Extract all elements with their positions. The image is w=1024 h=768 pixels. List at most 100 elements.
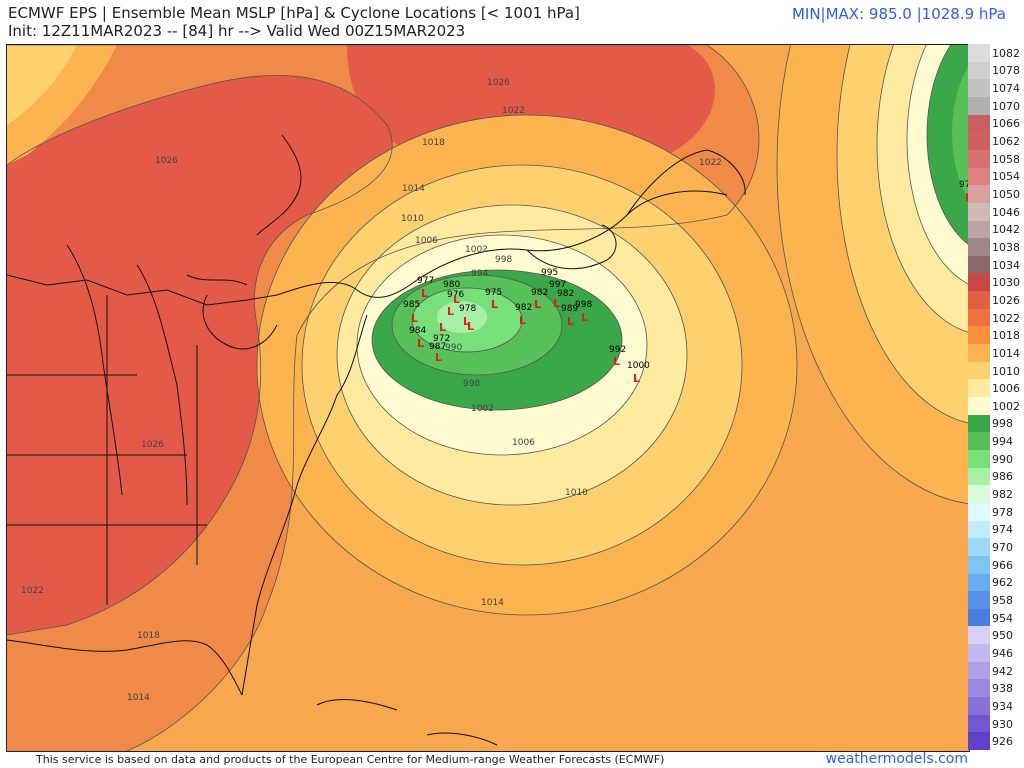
colorbar-swatch [968, 114, 990, 133]
cyclone-pressure: 984 [409, 326, 426, 336]
isobar-label: 1022 [21, 586, 44, 596]
cyclone-pressure: 992 [609, 345, 626, 355]
colorbar-label: 1042 [992, 223, 1020, 237]
pressure-colorbar: 1082 1078 1074 1070 1066 1062 1058 1054 1050 1046… [968, 44, 1024, 751]
colorbar-swatch [968, 538, 990, 557]
colorbar-swatch [968, 273, 990, 292]
colorbar-swatch [968, 149, 990, 168]
colorbar-swatch [968, 255, 990, 274]
colorbar-swatch [968, 591, 990, 610]
isobar-label: 1002 [465, 245, 488, 255]
colorbar-label: 1070 [992, 99, 1020, 113]
colorbar-swatch [968, 661, 990, 680]
isobar-label: 1018 [422, 138, 445, 148]
isobar-label-group: 1026 1022 1018 1014 1010 1006 1002 998 9… [21, 78, 722, 703]
colorbar-label: 1014 [992, 346, 1020, 360]
colorbar-swatch [968, 96, 990, 115]
isobar-label: 1006 [512, 438, 535, 448]
isobar-label: 1014 [127, 693, 150, 703]
colorbar-swatch [968, 308, 990, 327]
colorbar-label: 1030 [992, 276, 1020, 290]
colorbar-label: 930 [992, 717, 1013, 731]
chart-subtitle: Init: 12Z11MAR2023 -- [84] hr --> Valid … [8, 22, 466, 40]
isobar-lines [7, 45, 969, 751]
colorbar-label: 966 [992, 558, 1013, 572]
colorbar-label: 994 [992, 435, 1013, 449]
colorbar-swatch [968, 291, 990, 310]
colorbar-swatch [968, 608, 990, 627]
colorbar-swatch [968, 344, 990, 363]
cyclone-pressure: 989 [561, 304, 578, 314]
high-pressure-zone-1026 [7, 75, 393, 636]
pressure-map[interactable]: 1026 1022 1018 1014 1010 1006 1002 998 9… [7, 45, 969, 751]
colorbar-label: 1034 [992, 258, 1020, 272]
isobar-label: 1026 [141, 440, 164, 450]
colorbar-label: 990 [992, 452, 1013, 466]
colorbar-swatch [968, 185, 990, 204]
colorbar-label: 1046 [992, 205, 1020, 219]
colorbar-swatch [968, 44, 990, 62]
cyclone-pressure: 997 [549, 280, 566, 290]
cyclone-pressure: 982 [531, 288, 548, 298]
colorbar-label: 998 [992, 417, 1013, 431]
data-credit: This service is based on data and produc… [36, 753, 665, 766]
cyclone-pressure: 978 [459, 304, 476, 314]
colorbar-label: 938 [992, 682, 1013, 696]
isobar-label: 1002 [471, 404, 494, 414]
cyclone-pressure: 973 [959, 180, 969, 190]
colorbar-label: 946 [992, 646, 1013, 660]
cyclone-pressure: 1000 [627, 361, 650, 371]
isobar-label: 990 [445, 343, 462, 353]
isobar-fill-986 [437, 301, 487, 333]
isobar-label: 1022 [699, 158, 722, 168]
colorbar-label: 1022 [992, 311, 1020, 325]
colorbar-swatch [968, 485, 990, 504]
colorbar-swatch [968, 202, 990, 221]
colorbar-label: 1050 [992, 188, 1020, 202]
colorbar-label: 950 [992, 629, 1013, 643]
colorbar-label: 1026 [992, 293, 1020, 307]
colorbar-label: 1074 [992, 82, 1020, 96]
colorbar-swatch [968, 732, 990, 751]
brand-link[interactable]: weathermodels.com [825, 751, 968, 767]
colorbar-label: 1018 [992, 329, 1020, 343]
colorbar-label: 1082 [992, 46, 1020, 60]
cyclone-pressure: 977 [417, 276, 434, 286]
isobar-label: 1014 [402, 184, 425, 194]
colorbar-swatch [968, 697, 990, 716]
colorbar-label: 1058 [992, 152, 1020, 166]
colorbar-label: 1006 [992, 382, 1020, 396]
colorbar-swatch [968, 132, 990, 151]
colorbar-swatch [968, 644, 990, 663]
isobar-label: 1026 [487, 78, 510, 88]
colorbar-label: 970 [992, 541, 1013, 555]
colorbar-swatch [968, 714, 990, 733]
colorbar-label: 1038 [992, 240, 1020, 254]
colorbar-swatch [968, 220, 990, 239]
isobar-label: 1010 [565, 488, 588, 498]
cyclone-pressure: 987 [429, 342, 446, 352]
colorbar-swatch [968, 432, 990, 451]
colorbar-label: 982 [992, 488, 1013, 502]
svg-text:L: L [553, 297, 560, 310]
svg-text:L: L [467, 320, 474, 333]
colorbar-swatch [968, 238, 990, 257]
colorbar-swatch [968, 679, 990, 698]
colorbar-swatch [968, 555, 990, 574]
isobar-label: 1022 [502, 106, 525, 116]
right-isobar-fill-994 [952, 65, 969, 201]
colorbar-swatch [968, 414, 990, 433]
isobar-label: 994 [471, 269, 488, 279]
map-panel[interactable]: 1026 1022 1018 1014 1010 1006 1002 998 9… [6, 44, 970, 752]
colorbar-label: 1054 [992, 170, 1020, 184]
colorbar-label: 986 [992, 470, 1013, 484]
colorbar-swatch [968, 379, 990, 398]
isobar-label: 1026 [155, 156, 178, 166]
svg-text:L: L [463, 315, 470, 328]
svg-text:L: L [439, 321, 446, 334]
colorbar-swatch [968, 502, 990, 521]
colorbar-swatch [968, 61, 990, 80]
colorbar-swatch [968, 397, 990, 415]
colorbar-label: 942 [992, 664, 1013, 678]
cyclone-pressure: 972 [433, 334, 450, 344]
